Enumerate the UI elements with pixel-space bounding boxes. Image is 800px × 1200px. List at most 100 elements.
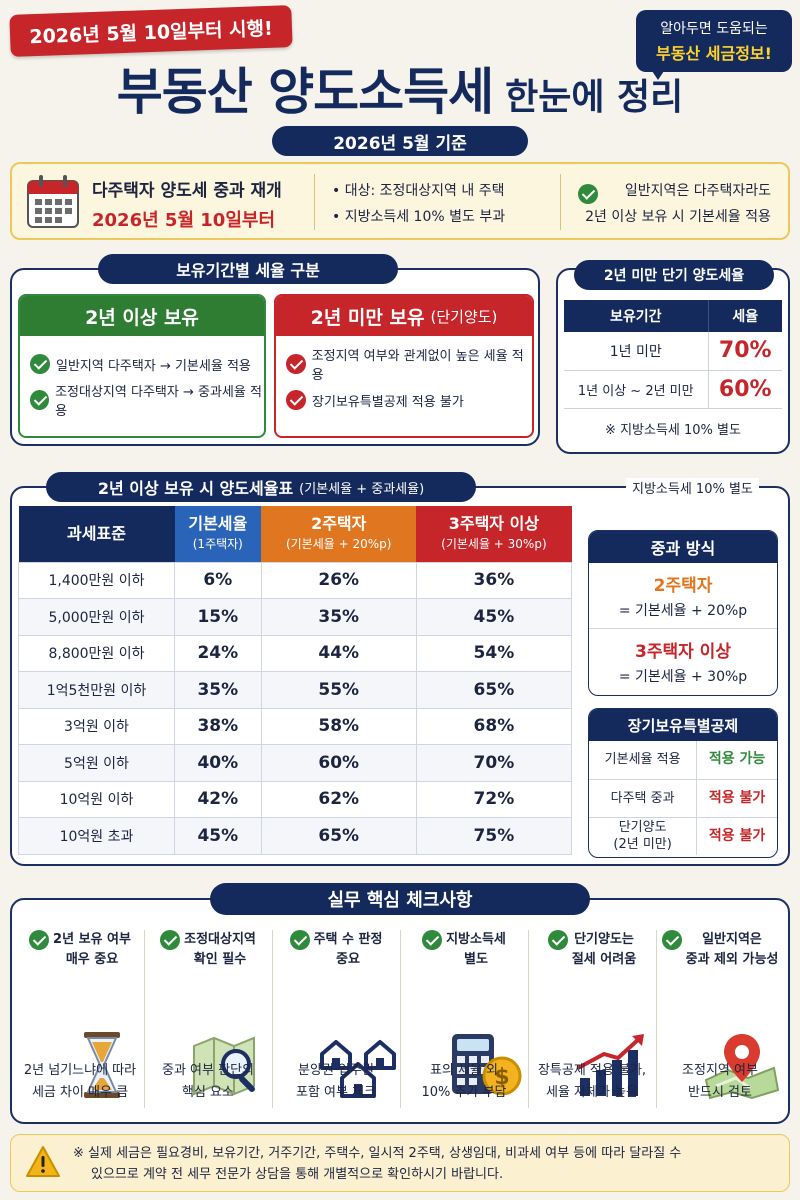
reference-date-pill: 2026년 5월 기준 [272,126,528,156]
checklist-item-desc: 분양권·입주권 포함 여부 체크 [274,1060,398,1104]
rate-cell-value: 65% [260,817,417,855]
check-icon [29,930,50,950]
table-row: 5억원 이하 40% 60% 70% [18,744,573,782]
notice-title: 다주택자 양도세 중과 재개 [92,181,282,201]
checklist-item-desc: 중과 여부 판단의 핵심 요소 [146,1060,270,1104]
notice-divider [314,174,315,230]
rate-cell-value: 24% [174,634,262,672]
rate-cell-value: 35% [174,671,262,709]
deduction-value: 적용 불가 [696,779,777,818]
check-icon [661,930,682,950]
short-hold-card: 2년 미만 보유 (단기양도) 조정지역 여부와 관계없이 높은 세율 적용 장… [274,294,534,438]
rate-cell-value: 65% [415,671,573,709]
rate-col-two: 2주택자 (기본세율 + 20%p) [261,506,417,562]
checklist-item-desc-line1: 분양권·입주권 [298,1063,374,1078]
checklist-item-title-text: 조정대상지역 확인 필수 [184,930,256,970]
deduction-label: 기본세율 적용 [589,741,697,780]
table-row: 1,400만원 이하 6% 26% 36% [18,561,573,599]
checklist-item-title-text: 일반지역은 중과 제외 가능성 [686,930,779,970]
checklist-item-title-line2: 매우 중요 [65,952,119,967]
rate-cell-base: 1,400만원 이하 [18,561,175,599]
rate-col-basic: 기본세율 (1주택자) [174,506,262,562]
checklist-item: 일반지역은 중과 제외 가능성 조정지역 여부 반드시 검토 [658,930,782,1100]
footer-text: ※ 실제 세금은 필요경비, 보유기간, 거주기간, 주택수, 일시적 2주택,… [73,1143,779,1185]
checklist-divider [528,930,529,1108]
checklist-item-title: 2년 보유 여부 매우 중요 [18,930,142,970]
long-hold-card: 2년 이상 보유 일반지역 다주택자 → 기본세율 적용 조정대상지역 다주택자… [18,294,266,438]
rate-col-two-sub: (기본세율 + 20%p) [285,536,392,551]
notice-list: • 대상: 조정대상지역 내 주택 • 지방소득세 10% 별도 부과 [332,178,505,230]
short-term-col-period: 보유기간 [564,300,708,332]
rate-cell-value: 54% [415,634,573,672]
rate-cell-value: 55% [260,671,417,709]
checklist-item-title-line1: 일반지역은 [702,932,762,947]
rate-cell-value: 70% [415,744,573,782]
check-icon [160,930,181,950]
checklist-item-desc-line1: 조정지역 여부 [682,1063,758,1078]
checklist-item-title: 주택 수 판정 중요 [274,930,398,970]
checklist-divider [272,930,273,1108]
surcharge-two-label: 2주택자 [653,576,713,596]
check-icon [422,930,443,950]
rate-cell-value: 45% [174,817,262,855]
checklist-item: 2년 보유 여부 매우 중요 2년 넘기느냐에 따라 세금 차이 매우 큼 [18,930,142,1100]
surcharge-three-formula: = 기본세율 + 30%p [618,669,748,685]
rate-col-basic-sub: (1주택자) [192,536,243,551]
checklist-item-desc: 표의 세율 외 10% 추가 부담 [402,1060,526,1104]
rate-cell-base: 10억원 이하 [18,780,175,818]
checklist-title: 실무 핵심 체크사항 [210,883,590,915]
deduction-table: 기본세율 적용 적용 가능 다주택 중과 적용 불가 단기양도 (2년 미만) … [589,741,777,855]
rate-cell-value: 75% [415,817,573,855]
checklist-item-desc-line2: 세율 자체가 높음 [546,1085,638,1100]
checklist-item-title-line1: 조정대상지역 [184,932,256,947]
table-row: 10억원 이하 42% 62% 72% [18,780,573,818]
checklist-item-title-line2: 절세 어려움 [571,952,637,967]
checklist-item: 단기양도는 절세 어려움 장특공제 적용 불가, 세율 자체가 높음 [530,930,654,1100]
short-hold-title-suffix: (단기양도) [430,307,498,326]
short-term-col-rate: 세율 [707,300,782,332]
short-term-rate: 60% [707,370,782,409]
checklist-divider [656,930,657,1108]
check-icon [289,930,310,950]
rate-cell-value: 40% [174,744,262,782]
table-row: 5,000만원 이하 15% 35% 45% [18,598,573,636]
surcharge-title: 중과 방식 [589,531,777,563]
calendar-icon [27,175,79,228]
checklist-item-title-line1: 지방소득세 [446,932,506,947]
rate-cell-base: 10억원 초과 [18,817,175,855]
checklist-item-title: 조정대상지역 확인 필수 [146,930,270,970]
table-row: 1년 이상 ~ 2년 미만 60% [564,370,782,409]
rate-cell-value: 62% [260,780,417,818]
rate-cell-value: 35% [260,598,417,636]
tip-badge: 알아두면 도움되는 부동산 세금정보! [636,10,792,72]
table-row: 3억원 이하 38% 58% 68% [18,707,573,745]
checklist-item-title: 단기양도는 절세 어려움 [530,930,654,970]
rate-cell-value: 58% [260,707,417,745]
short-hold-item-text: 장기보유특별공제 적용 불가 [312,394,464,410]
deduction-title: 장기보유특별공제 [589,709,777,741]
rate-cell-value: 68% [415,707,573,745]
checklist-item-title-line2: 중요 [336,952,360,967]
notice-item: • 대상: 조정대상지역 내 주택 [332,183,505,199]
rate-cell-base: 1억5천만원 이하 [18,671,175,709]
rate-col-three-sub: (기본세율 + 30%p) [441,536,547,551]
short-term-note: ※ 지방소득세 10% 별도 [605,422,741,438]
long-hold-title: 2년 이상 보유 [20,296,264,336]
notice-divider [560,174,561,230]
page-title-main: 부동산 양도소득세 [116,63,494,121]
notice-item: • 지방소득세 10% 별도 부과 [332,209,506,225]
rate-cell-base: 8,800만원 이하 [18,634,175,672]
rate-table-note: 지방소득세 10% 별도 [626,478,759,497]
checklist-item-title: 지방소득세 별도 [402,930,526,970]
long-hold-item-text: 일반지역 다주택자 → 기본세율 적용 [56,358,251,374]
check-icon [286,390,306,410]
deduction-value: 적용 가능 [696,741,777,780]
check-icon [547,930,568,950]
surcharge-three: 3주택자 이상 = 기본세율 + 30%p [589,629,777,686]
rate-col-basic-label: 기본세율 [188,513,248,533]
deduction-label-line1: 단기양도 [618,820,667,836]
check-icon [30,390,50,410]
rate-cell-base: 5,000만원 이하 [18,598,175,636]
rate-cell-value: 45% [415,598,573,636]
rate-table-title-suffix: (기본세율 + 중과세율) [299,481,425,497]
